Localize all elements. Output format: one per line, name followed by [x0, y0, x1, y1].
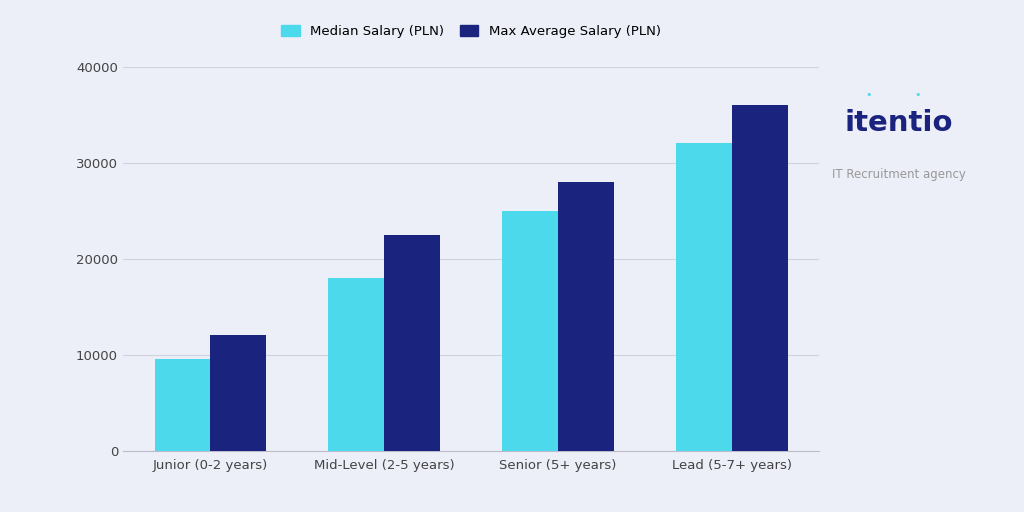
Legend: Median Salary (PLN), Max Average Salary (PLN): Median Salary (PLN), Max Average Salary …: [275, 19, 667, 44]
Bar: [329, 278, 384, 451]
Bar: [676, 143, 732, 451]
Bar: [384, 234, 439, 451]
Bar: [503, 210, 558, 451]
Bar: [732, 105, 787, 451]
Text: itentio: itentio: [845, 109, 953, 137]
Text: •: •: [914, 90, 922, 100]
Text: •: •: [865, 90, 872, 100]
Bar: [210, 335, 266, 451]
Text: IT Recruitment agency: IT Recruitment agency: [833, 167, 966, 181]
Bar: [558, 182, 613, 451]
Bar: [155, 359, 210, 451]
